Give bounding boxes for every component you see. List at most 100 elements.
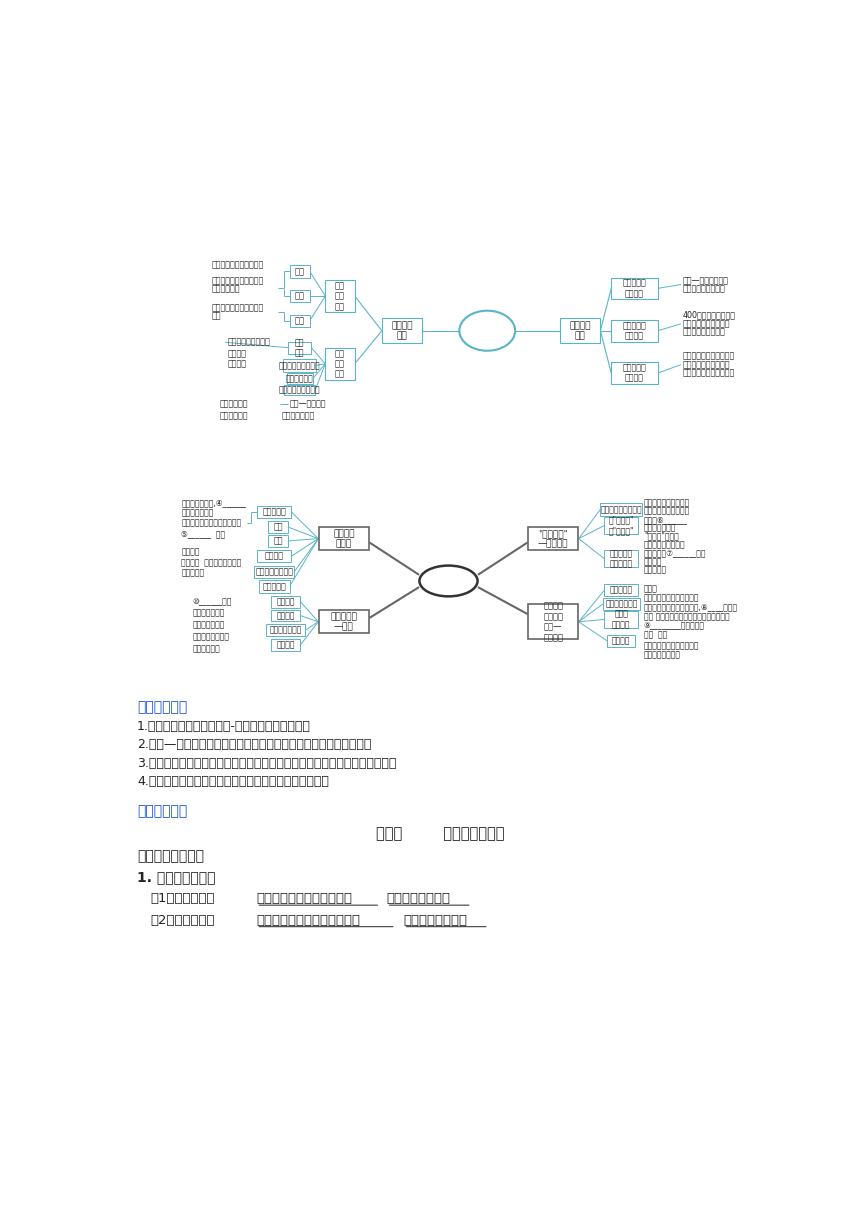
- FancyBboxPatch shape: [325, 348, 354, 379]
- Text: 自然特征
与农业: 自然特征 与农业: [333, 529, 354, 548]
- Text: 保护历史文化建筑: 保护历史文化建筑: [193, 632, 230, 642]
- Text: 第五章        中国的地理差异: 第五章 中国的地理差异: [377, 826, 505, 840]
- FancyBboxPatch shape: [268, 520, 288, 534]
- Text: 东北平原的生态保护: 东北平原的生态保护: [644, 540, 685, 550]
- Text: 现代化的大都市: 现代化的大都市: [193, 620, 225, 630]
- Text: （海陆位置因素）: （海陆位置因素）: [403, 913, 468, 927]
- FancyBboxPatch shape: [268, 535, 288, 547]
- Text: 西牧东耕、南稻北麦: 西牧东耕、南稻北麦: [228, 338, 270, 347]
- FancyBboxPatch shape: [259, 580, 290, 592]
- FancyBboxPatch shape: [284, 359, 316, 372]
- Text: 2.秦岭—淮河线南北两侧的自然环境、景观及居民生产和生活习惯。: 2.秦岭—淮河线南北两侧的自然环境、景观及居民生产和生活习惯。: [137, 738, 372, 751]
- Text: 农业
生产: 农业 生产: [295, 338, 304, 358]
- FancyBboxPatch shape: [286, 373, 313, 384]
- Text: 地形: 地形: [273, 523, 283, 531]
- Text: 自然
环境
差异: 自然 环境 差异: [335, 281, 345, 311]
- Text: 山环水绕、沃野千里: 山环水绕、沃野千里: [600, 505, 642, 514]
- Text: 风吹来的黄土：: 风吹来的黄土：: [605, 599, 637, 608]
- Text: 降水: 降水: [295, 292, 304, 300]
- Text: 位置范围：黑、吉、辽: 位置范围：黑、吉、辽: [644, 497, 690, 507]
- FancyBboxPatch shape: [257, 550, 292, 563]
- FancyBboxPatch shape: [284, 384, 316, 395]
- Text: （2）降水差异：: （2）降水差异：: [150, 913, 215, 927]
- FancyBboxPatch shape: [290, 315, 310, 327]
- Text: 从"北大荒"
到"北大仓": 从"北大荒" 到"北大仓": [609, 516, 634, 535]
- FancyBboxPatch shape: [611, 320, 658, 342]
- Text: ⑤______  气候: ⑤______ 气候: [181, 529, 225, 539]
- Text: 春旱严重  重要的旱作农业区: 春旱严重 重要的旱作农业区: [181, 558, 242, 567]
- Text: 后果  危害: 后果 危害: [644, 630, 667, 640]
- Text: 3.四大地理区域的名称、位置、范围和界线，四大地理区域划分的主导因素。: 3.四大地理区域的名称、位置、范围和界线，四大地理区域划分的主导因素。: [137, 756, 396, 770]
- Text: 地理差异: 地理差异: [476, 331, 499, 342]
- Text: 问题与对策: 问题与对策: [644, 565, 666, 575]
- Text: 【考点梳理】: 【考点梳理】: [137, 804, 187, 818]
- Text: （北段）为界（夏季风: （北段）为界（夏季风: [683, 320, 730, 328]
- Text: 主要农作物: 主要农作物: [181, 569, 205, 578]
- FancyBboxPatch shape: [257, 506, 292, 518]
- FancyBboxPatch shape: [607, 635, 636, 647]
- Text: 地貌景观：塬、墚、峁、川: 地貌景观：塬、墚、峁、川: [644, 593, 699, 602]
- Text: 秦岭—淮河一线: 秦岭—淮河一线: [290, 399, 326, 409]
- Text: 中国的: 中国的: [478, 322, 496, 332]
- Text: 北方地区与
西北地区: 北方地区与 西北地区: [623, 321, 647, 340]
- FancyBboxPatch shape: [528, 527, 578, 550]
- Text: "北大荒"的变迁: "北大荒"的变迁: [644, 531, 679, 541]
- Text: 主要农作物: 主要农作物: [262, 582, 286, 591]
- Text: 分界线与其他地区为界: 分界线与其他地区为界: [683, 360, 730, 370]
- Text: 重要的旱作农业区: 重要的旱作农业区: [255, 567, 293, 576]
- FancyBboxPatch shape: [605, 585, 638, 596]
- Text: 气温: 气温: [295, 268, 304, 276]
- Text: 严重的
水土流失: 严重的 水土流失: [612, 609, 630, 629]
- FancyBboxPatch shape: [605, 610, 638, 627]
- Text: 地势: 地势: [295, 316, 304, 325]
- FancyBboxPatch shape: [528, 604, 578, 640]
- FancyBboxPatch shape: [271, 610, 300, 621]
- FancyBboxPatch shape: [611, 362, 658, 384]
- Text: 城市职能: 城市职能: [277, 612, 295, 620]
- Text: （1）气温差异：: （1）气温差异：: [150, 893, 215, 905]
- Text: 下降: 下降: [212, 311, 222, 321]
- Text: （纬度位置因素）: （纬度位置因素）: [386, 893, 451, 905]
- Text: 秦岭—淮河一线为界: 秦岭—淮河一线为界: [683, 276, 728, 286]
- Text: 以地势第一、第二级阶梯: 以地势第一、第二级阶梯: [683, 351, 734, 361]
- Text: 自东南沿海向西北内陆，: 自东南沿海向西北内陆，: [212, 276, 264, 286]
- Text: 发展条件: 发展条件: [181, 547, 200, 556]
- FancyBboxPatch shape: [267, 625, 305, 636]
- Text: 人类
活动
差异: 人类 活动 差异: [335, 349, 345, 378]
- FancyBboxPatch shape: [600, 503, 642, 516]
- Text: 历史悠久的古城: 历史悠久的古城: [269, 626, 302, 635]
- Text: 【命题趋势】: 【命题趋势】: [137, 700, 187, 714]
- Text: 中温带、暖温带、半湿润地区: 中温带、暖温带、半湿润地区: [181, 519, 242, 528]
- Text: 地形：山地、平原为主: 地形：山地、平原为主: [644, 506, 690, 516]
- Text: 祖国的首都
—北京: 祖国的首都 —北京: [330, 612, 357, 631]
- FancyBboxPatch shape: [290, 265, 310, 277]
- Text: 气候：⑥______: 气候：⑥______: [644, 514, 688, 524]
- Text: 历史悠久的古城: 历史悠久的古城: [193, 609, 225, 618]
- Ellipse shape: [459, 311, 515, 350]
- Text: 改善环境质量: 改善环境质量: [193, 644, 220, 653]
- Text: 水土保持: 水土保持: [612, 636, 630, 646]
- Text: 原因 人为：过垦过牧、修路、采矿等活动: 原因 人为：过垦过牧、修路、采矿等活动: [644, 612, 729, 621]
- Text: 400毫米年等降水量线: 400毫米年等降水量线: [683, 311, 735, 320]
- Text: （地形地势为主导因素）: （地形地势为主导因素）: [683, 368, 734, 378]
- FancyBboxPatch shape: [271, 596, 300, 608]
- Text: 东高西低: 东高西低: [228, 360, 247, 368]
- Text: 自东南沿海向西北内陆递减。: 自东南沿海向西北内陆递减。: [256, 913, 360, 927]
- Text: 生物措施和工程措施相结合: 生物措施和工程措施相结合: [644, 641, 699, 651]
- Text: 农业生产与气候: 农业生产与气候: [644, 523, 676, 533]
- FancyBboxPatch shape: [605, 550, 638, 567]
- Text: 4.简要评价北方地区的地理位置、地形，气候、农业发展: 4.简要评价北方地区的地理位置、地形，气候、农业发展: [137, 775, 329, 788]
- FancyBboxPatch shape: [319, 527, 369, 550]
- Text: ⑨________，支离破碎: ⑨________，支离破碎: [644, 621, 705, 630]
- Text: 1.秦岭和淮河的位置，秦岭-淮河一线的地理意义。: 1.秦岭和淮河的位置，秦岭-淮河一线的地理意义。: [137, 720, 310, 732]
- Text: 发展条件：⑦______丰富: 发展条件：⑦______丰富: [644, 548, 706, 558]
- Text: 位置、范围: 位置、范围: [262, 507, 286, 516]
- FancyBboxPatch shape: [288, 342, 311, 354]
- Text: 发展成就: 发展成就: [277, 641, 295, 649]
- FancyBboxPatch shape: [271, 640, 300, 651]
- Text: 一、地理差异显著: 一、地理差异显著: [137, 849, 204, 863]
- Text: 西部：黄土高原: 西部：黄土高原: [181, 508, 213, 517]
- FancyBboxPatch shape: [603, 598, 640, 610]
- Text: 生活习俗和文化传统: 生活习俗和文化传统: [279, 385, 321, 394]
- Text: 地理差异
显著: 地理差异 显著: [391, 321, 413, 340]
